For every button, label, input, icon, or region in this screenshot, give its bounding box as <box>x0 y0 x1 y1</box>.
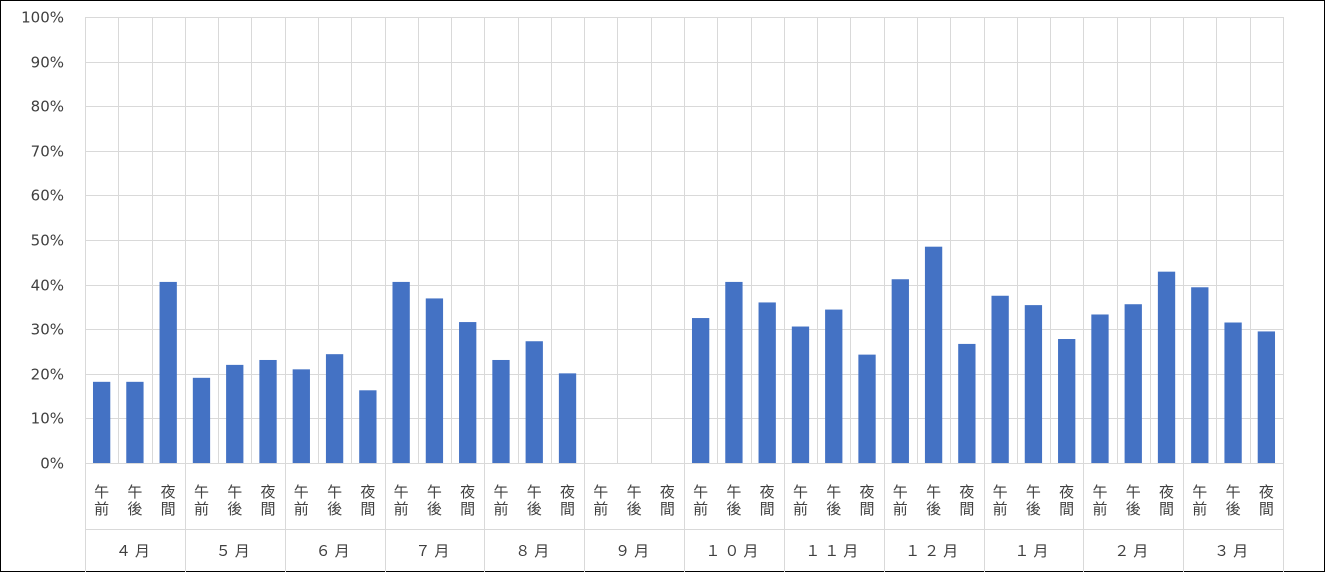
bar <box>259 359 277 463</box>
group-label: ７月 <box>415 542 453 560</box>
category-label: 午前 <box>1092 483 1107 518</box>
y-tick-label: 70% <box>31 143 64 161</box>
category-label: 午前 <box>1192 483 1207 518</box>
bar <box>525 341 543 463</box>
category-label: 夜間 <box>360 483 375 518</box>
category-label: 夜間 <box>261 483 276 518</box>
group-label: ６月 <box>316 542 354 560</box>
category-label: 夜間 <box>1159 483 1174 518</box>
bar <box>891 279 909 463</box>
group-label: １１月 <box>805 542 862 560</box>
group-label: １０月 <box>705 542 762 560</box>
bar <box>1191 287 1209 463</box>
bar <box>1124 304 1142 463</box>
group-label: １月 <box>1014 542 1052 560</box>
category-label: 夜間 <box>760 483 775 518</box>
category-label: 午後 <box>627 483 642 518</box>
y-tick-label: 80% <box>31 98 64 116</box>
bar <box>92 381 111 463</box>
group-label: １２月 <box>905 542 962 560</box>
category-label: 夜間 <box>460 483 475 518</box>
bar <box>924 246 943 463</box>
y-tick-label: 60% <box>31 187 64 205</box>
bar <box>159 281 177 463</box>
bar <box>192 377 211 463</box>
category-label: 午前 <box>793 483 808 518</box>
bar <box>958 343 976 463</box>
bar <box>825 309 843 463</box>
bar <box>1257 331 1276 463</box>
bar <box>459 322 477 463</box>
y-tick-label: 0% <box>40 455 64 473</box>
bar <box>725 281 743 463</box>
category-label: 午前 <box>993 483 1008 518</box>
group-label: ３月 <box>1214 542 1252 560</box>
category-label: 午前 <box>394 483 409 518</box>
category-label: 午後 <box>826 483 841 518</box>
category-label: 午後 <box>527 483 542 518</box>
category-label: 午後 <box>327 483 342 518</box>
category-label: 午後 <box>926 483 941 518</box>
bar <box>1024 305 1043 463</box>
bar <box>991 295 1009 463</box>
category-label: 夜間 <box>1059 483 1074 518</box>
group-label: ９月 <box>615 542 653 560</box>
category-label: 午後 <box>227 483 242 518</box>
bar <box>359 390 377 463</box>
bar <box>492 359 510 463</box>
category-label: 夜間 <box>959 483 974 518</box>
group-label: ２月 <box>1114 542 1152 560</box>
bar <box>758 302 776 463</box>
y-tick-label: 10% <box>31 410 64 428</box>
bar <box>1058 339 1076 463</box>
bar <box>1091 314 1109 463</box>
group-label: ８月 <box>515 542 553 560</box>
bar <box>791 326 810 463</box>
category-label: 午前 <box>194 483 209 518</box>
y-tick-label: 90% <box>31 54 64 72</box>
category-label: 午後 <box>427 483 442 518</box>
bar <box>126 381 144 463</box>
bar <box>325 354 344 463</box>
y-tick-label: 50% <box>31 232 64 250</box>
bar <box>1157 271 1176 463</box>
y-tick-label: 20% <box>31 366 64 384</box>
group-label: ４月 <box>116 542 154 560</box>
bar <box>858 354 876 463</box>
category-label: 午後 <box>726 483 741 518</box>
category-label: 午後 <box>127 483 142 518</box>
bar <box>226 364 244 463</box>
group-label: ５月 <box>216 542 254 560</box>
category-label: 夜間 <box>560 483 575 518</box>
y-tick-label: 40% <box>31 277 64 295</box>
bar <box>425 298 444 463</box>
category-label: 午前 <box>593 483 608 518</box>
bar <box>558 373 577 463</box>
category-label: 午前 <box>294 483 309 518</box>
category-label: 夜間 <box>1259 483 1274 518</box>
category-label: 午後 <box>1126 483 1141 518</box>
bar <box>292 369 310 463</box>
category-label: 午後 <box>1026 483 1041 518</box>
category-label: 夜間 <box>660 483 675 518</box>
bar <box>392 281 410 463</box>
category-label: 午後 <box>1226 483 1241 518</box>
y-tick-label: 100% <box>21 9 64 27</box>
category-label: 午前 <box>493 483 508 518</box>
y-tick-label: 30% <box>31 321 64 339</box>
category-label: 午前 <box>94 483 109 518</box>
category-label: 夜間 <box>860 483 875 518</box>
category-label: 午前 <box>893 483 908 518</box>
category-label: 午前 <box>693 483 708 518</box>
category-label: 夜間 <box>161 483 176 518</box>
bar <box>1224 322 1242 463</box>
bar <box>691 318 710 463</box>
